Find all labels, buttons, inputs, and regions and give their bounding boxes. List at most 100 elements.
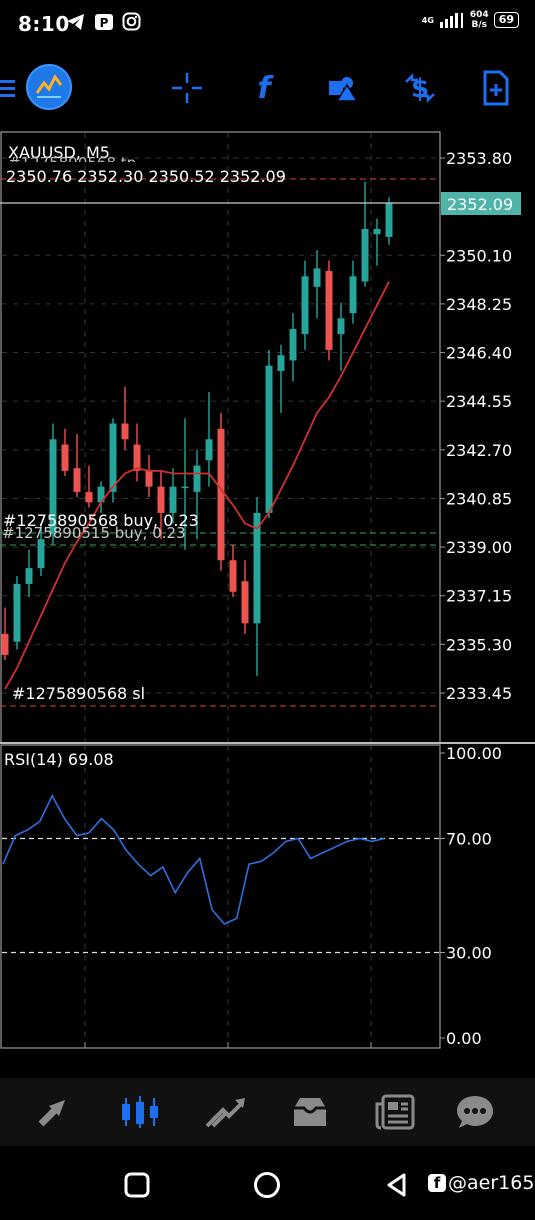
chart-toolbar: f $ [0,54,535,124]
battery-indicator: 69 [493,12,519,28]
price-tick-label: 2348.25 [446,295,512,314]
home-button[interactable] [250,1168,284,1202]
order-label-buy-1[interactable]: #1275890568 buy, 0.23 [3,511,199,530]
bottom-navigation [0,1078,535,1146]
order-label-sl[interactable]: #1275890568 sl [12,684,145,703]
objects-icon [329,77,359,102]
recent-apps-icon [124,1172,150,1198]
candle-body [313,268,321,287]
candle-body [265,365,273,513]
objects-button[interactable] [320,66,364,110]
candle-body [301,276,309,335]
candle-body [97,486,105,503]
candle-body [205,439,213,461]
rsi-tick-label: 30.00 [446,944,492,963]
nav-history[interactable] [285,1090,335,1134]
order-label-buy-2[interactable]: #1275890515 buy, 0.23 [2,524,186,542]
news-icon [375,1094,415,1130]
price-tick-label: 2342.70 [446,441,512,460]
system-navigation-bar: f @aer165 [0,1146,535,1220]
candle-body [253,512,261,624]
hidden-order-label: #1275890568 tp [8,154,136,172]
app-logo-icon [26,64,72,110]
indicator-f-icon: f [257,71,274,105]
rsi-tick-label: 100.00 [446,744,502,763]
candle-body [13,583,21,642]
price-tick-label: 2333.45 [446,684,512,703]
price-tick-label: 2353.80 [446,149,512,168]
svg-text:$: $ [411,74,429,104]
new-order-button[interactable] [474,66,518,110]
rsi-line [2,793,385,925]
candle-body [169,486,177,513]
nav-news[interactable] [370,1090,420,1134]
candle-body [133,444,141,471]
symbols-button[interactable]: $ [398,66,442,110]
candle-body [193,465,201,492]
candle-body [385,202,393,237]
telegram-icon [67,13,84,30]
candle-body [349,276,357,314]
quotes-arrows-icon [38,1100,65,1127]
current-price-value: 2352.09 [447,195,513,214]
parking-app-icon: P [95,13,113,30]
crosshair-icon [172,73,202,103]
rsi-pane-frame [0,744,441,1049]
signal-icon [439,13,463,28]
price-tick-label: 2346.40 [446,344,512,363]
price-chart[interactable]: XAUUSD, M5 #1275890568 tp 2350.76 2352.3… [0,130,535,1072]
candle-body [49,439,57,534]
candle-body [157,486,165,513]
symbol-label: XAUUSD, M5 [8,143,110,162]
candle-body [361,228,369,282]
back-button[interactable] [380,1168,414,1202]
network-type: 4G [421,15,434,25]
back-triangle-icon [387,1173,406,1197]
ohlc-label: 2350.76 2352.30 2350.52 2352.09 [6,167,286,186]
network-speed: 604 B/s [469,10,489,30]
inbox-tray-icon [294,1098,326,1126]
grid [2,133,439,1047]
indicators-button[interactable]: f [242,66,286,110]
home-circle-icon [254,1172,280,1198]
trade-trend-icon [205,1098,245,1128]
nav-quotes[interactable] [30,1090,80,1134]
candle-body [181,486,189,489]
new-order-icon [483,70,509,106]
chat-bubble-icon [457,1096,493,1128]
recent-apps-button[interactable] [120,1168,154,1202]
price-tick-label: 2335.30 [446,635,512,654]
price-axis[interactable]: 2353.80 2350.10 2348.25 2346.40 2344.55 2342.… [440,149,512,703]
nav-messages[interactable] [450,1090,500,1134]
svg-text:P: P [100,16,109,30]
facebook-icon: f [428,1174,446,1192]
crosshair-button[interactable] [165,66,209,110]
candle-body [85,491,93,503]
chart-area[interactable]: XAUUSD, M5 #1275890568 tp 2350.76 2352.3… [0,130,535,1072]
candle-body [25,568,33,584]
candlestick-chart-icon [122,1096,158,1128]
candle-body [121,423,129,440]
candle-body [241,581,249,624]
current-price-badge [441,192,521,215]
rsi-label: RSI(14) 69.08 [4,750,114,769]
rsi-axis[interactable]: 100.00 70.00 30.00 0.00 [440,744,502,1048]
app-logo-button[interactable] [24,62,74,112]
price-tick-label: 2337.15 [446,587,512,606]
watermark: f @aer165 [428,1172,534,1194]
price-tick-label: 2340.85 [446,489,512,508]
moving-average-line [4,281,390,690]
nav-trade[interactable] [200,1090,250,1134]
menu-button[interactable] [0,66,30,110]
price-tick-label: 2339.00 [446,538,512,557]
status-time: 8:10 [18,12,70,36]
candle-body [217,428,225,561]
status-right-group: 4G 604 B/s 69 [422,10,519,30]
rsi-tick-label: 0.00 [446,1029,482,1048]
menu-icon [0,80,15,97]
candle-body [1,633,9,655]
nav-chart[interactable] [115,1090,165,1134]
price-tick-label: 2350.10 [446,246,512,265]
candle-body [373,228,381,235]
time-axis[interactable]: 5 Jun 14:405 Jun 15:405 Jun 16:40 [39,1042,417,1072]
